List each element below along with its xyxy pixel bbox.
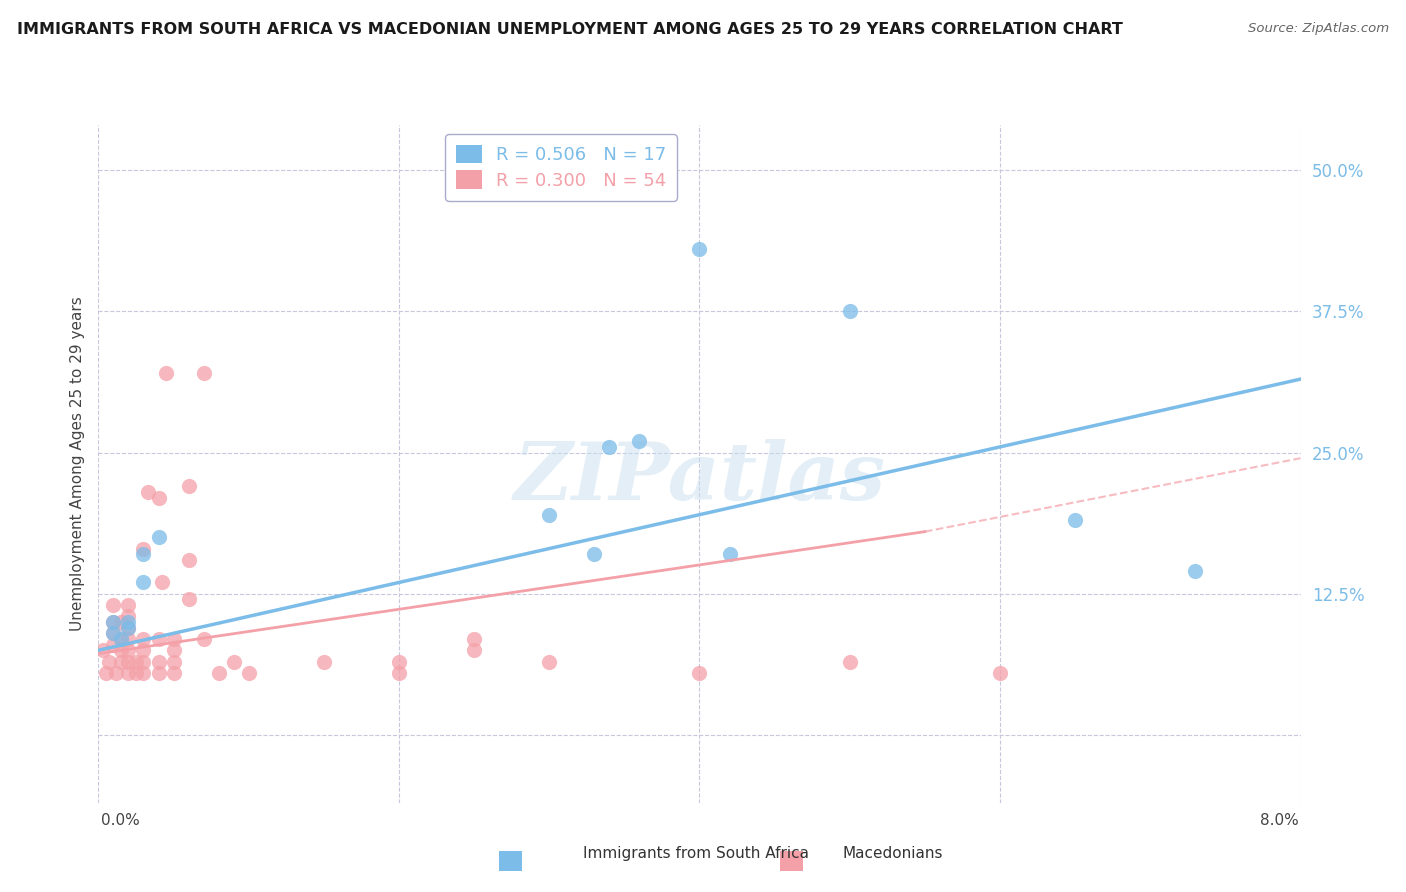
Point — [103, 598, 125, 612]
Point — [155, 367, 177, 381]
Point — [688, 242, 710, 256]
Point — [1184, 564, 1206, 578]
Point — [91, 643, 114, 657]
Point — [103, 626, 125, 640]
Point — [117, 609, 139, 624]
Point — [538, 508, 561, 522]
Point — [177, 592, 200, 607]
Point — [125, 655, 148, 669]
Point — [1064, 513, 1087, 527]
Point — [117, 598, 139, 612]
Point — [312, 655, 335, 669]
Point — [132, 575, 155, 590]
Point — [125, 665, 148, 680]
Point — [150, 575, 173, 590]
Text: Macedonians: Macedonians — [842, 847, 943, 861]
Point — [103, 626, 125, 640]
Y-axis label: Unemployment Among Ages 25 to 29 years: Unemployment Among Ages 25 to 29 years — [69, 296, 84, 632]
Point — [193, 367, 215, 381]
Point — [110, 615, 132, 629]
Point — [193, 632, 215, 646]
Text: Source: ZipAtlas.com: Source: ZipAtlas.com — [1249, 22, 1389, 36]
Text: 8.0%: 8.0% — [1260, 814, 1299, 828]
Point — [132, 665, 155, 680]
Point — [132, 632, 155, 646]
Point — [162, 665, 184, 680]
Point — [105, 665, 128, 680]
Point — [110, 643, 132, 657]
Point — [132, 547, 155, 561]
Point — [94, 665, 117, 680]
Point — [388, 655, 411, 669]
Point — [117, 621, 139, 635]
Text: 0.0%: 0.0% — [101, 814, 141, 828]
Point — [688, 665, 710, 680]
Point — [538, 655, 561, 669]
Point — [110, 632, 132, 646]
Point — [177, 553, 200, 567]
Point — [177, 479, 200, 493]
Point — [117, 615, 139, 629]
Legend: R = 0.506   N = 17, R = 0.300   N = 54: R = 0.506 N = 17, R = 0.300 N = 54 — [446, 134, 678, 201]
Point — [136, 485, 159, 500]
Point — [162, 655, 184, 669]
Point — [988, 665, 1011, 680]
Point — [110, 632, 132, 646]
Point — [103, 615, 125, 629]
Point — [117, 655, 139, 669]
Point — [132, 643, 155, 657]
Point — [148, 530, 170, 544]
Point — [838, 304, 860, 318]
Point — [463, 632, 485, 646]
Point — [388, 665, 411, 680]
Point — [238, 665, 260, 680]
Point — [718, 547, 741, 561]
Point — [117, 632, 139, 646]
Point — [463, 643, 485, 657]
Text: Immigrants from South Africa: Immigrants from South Africa — [583, 847, 808, 861]
Point — [110, 655, 132, 669]
Point — [148, 655, 170, 669]
Text: ZIPatlas: ZIPatlas — [513, 439, 886, 516]
Point — [148, 491, 170, 505]
Point — [132, 655, 155, 669]
Point — [132, 541, 155, 556]
Point — [838, 655, 860, 669]
Point — [97, 655, 120, 669]
Point — [208, 665, 231, 680]
Point — [148, 665, 170, 680]
Point — [222, 655, 245, 669]
Point — [583, 547, 606, 561]
Point — [628, 434, 651, 449]
Point — [598, 440, 620, 454]
Point — [117, 665, 139, 680]
Point — [103, 638, 125, 652]
Point — [162, 643, 184, 657]
Point — [117, 621, 139, 635]
Point — [148, 632, 170, 646]
Point — [117, 643, 139, 657]
Point — [162, 632, 184, 646]
Point — [103, 615, 125, 629]
Text: IMMIGRANTS FROM SOUTH AFRICA VS MACEDONIAN UNEMPLOYMENT AMONG AGES 25 TO 29 YEAR: IMMIGRANTS FROM SOUTH AFRICA VS MACEDONI… — [17, 22, 1123, 37]
